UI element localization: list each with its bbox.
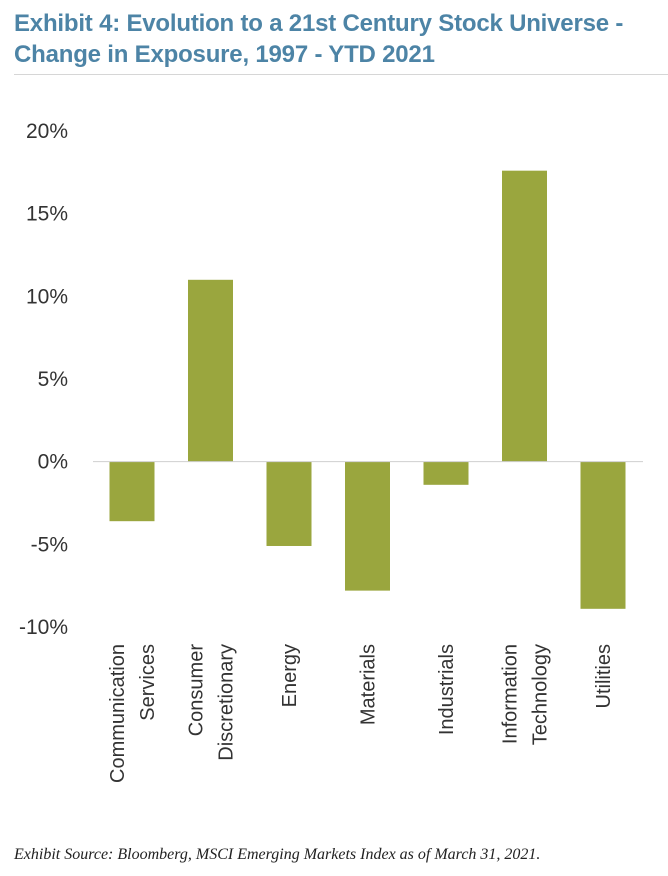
x-category-label: Information — [500, 644, 522, 744]
bar — [188, 279, 233, 462]
y-tick-label: -5% — [31, 533, 68, 556]
x-category-label: Materials — [358, 644, 380, 725]
source-note: Exhibit Source: Bloomberg, MSCI Emerging… — [14, 846, 541, 863]
x-category-label: Industrials — [436, 644, 458, 735]
bar — [423, 461, 469, 485]
y-tick-label: 10% — [26, 285, 68, 308]
x-category-label: Technology — [530, 644, 552, 745]
x-category-label: Utilities — [593, 644, 615, 708]
x-category-label: Communication — [107, 644, 129, 783]
bar — [502, 170, 547, 462]
bar — [580, 461, 626, 609]
x-category-label: Consumer — [186, 644, 208, 737]
y-tick-label: 0% — [38, 451, 68, 474]
y-tick-label: 15% — [26, 203, 68, 226]
x-category-label: Services — [137, 644, 159, 721]
y-tick-label: 20% — [26, 120, 68, 143]
y-tick-label: -10% — [19, 616, 68, 639]
y-tick-label: 5% — [38, 368, 68, 391]
bar — [345, 461, 390, 591]
title-divider — [14, 74, 668, 75]
bar — [109, 461, 155, 522]
chart-title: Exhibit 4: Evolution to a 21st Century S… — [14, 10, 624, 68]
bar-chart: 20% 15% 10% 5% 0% -5% -10% Communication Service… — [19, 120, 643, 783]
x-category-label: Energy — [279, 644, 301, 707]
x-category-label: Discretionary — [216, 644, 238, 761]
bar — [266, 461, 312, 546]
